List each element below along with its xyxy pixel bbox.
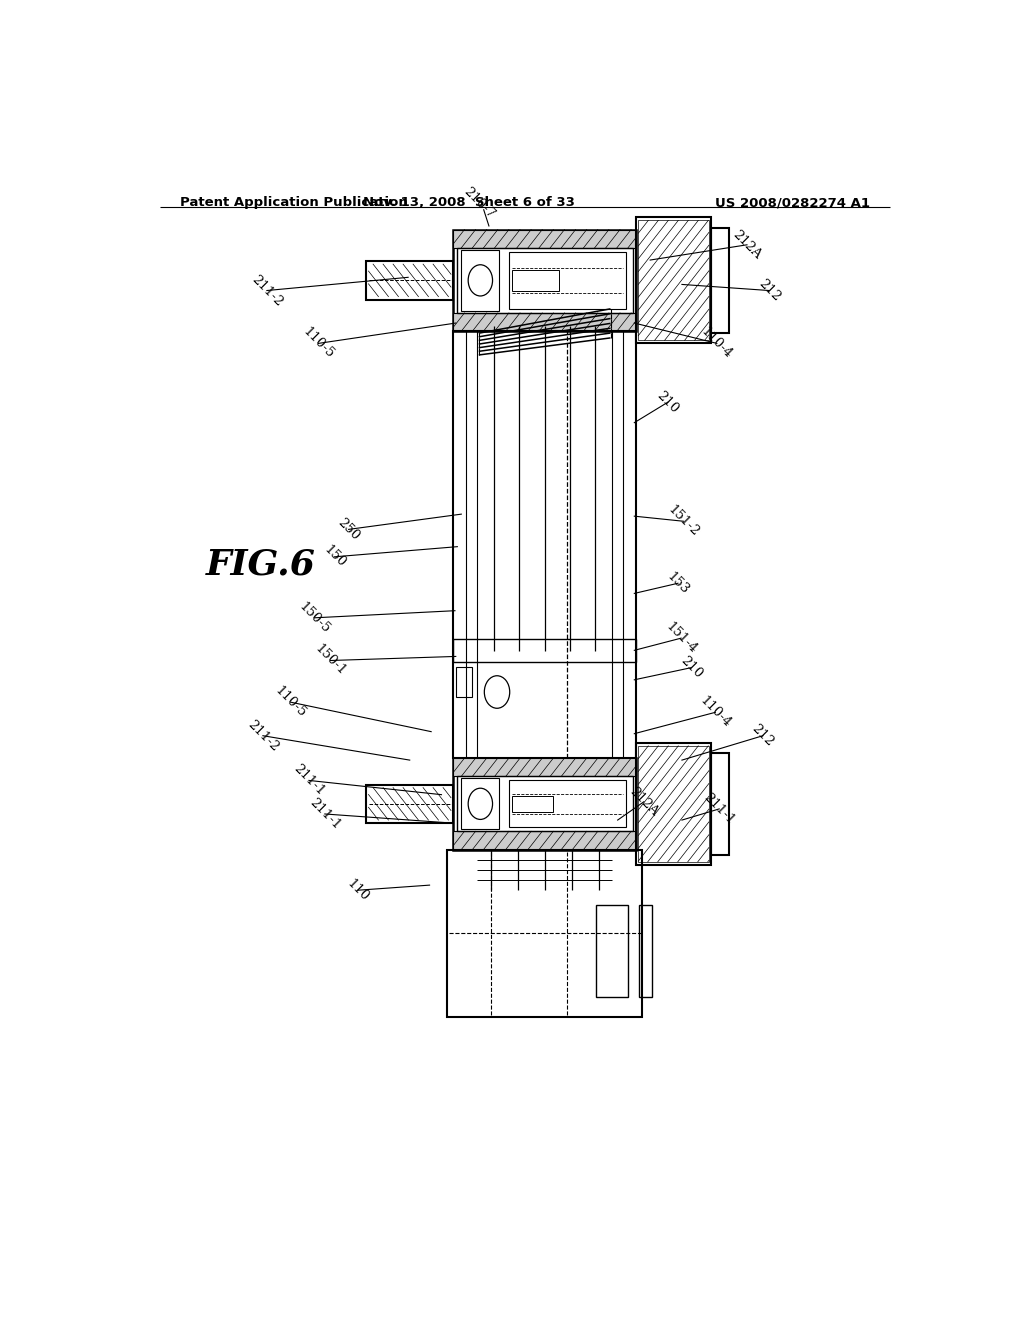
Text: 211-2: 211-2: [249, 272, 285, 309]
Bar: [509, 780, 627, 828]
Bar: [367, 261, 454, 300]
Bar: [454, 230, 636, 248]
Text: 150-5: 150-5: [296, 599, 333, 636]
Text: 150: 150: [321, 544, 348, 570]
Bar: [636, 218, 712, 343]
Bar: [454, 230, 636, 331]
Bar: [512, 796, 553, 812]
Bar: [712, 752, 729, 854]
Bar: [454, 313, 636, 331]
Text: 250: 250: [335, 516, 362, 543]
Bar: [454, 639, 636, 661]
Bar: [369, 788, 451, 820]
Bar: [712, 227, 729, 333]
Bar: [638, 746, 709, 862]
Text: 210: 210: [654, 389, 681, 416]
Bar: [457, 248, 633, 313]
Bar: [456, 667, 472, 697]
Bar: [454, 832, 636, 850]
Text: 210: 210: [678, 655, 705, 681]
Text: FIG.6: FIG.6: [206, 548, 315, 582]
Bar: [512, 271, 559, 290]
Bar: [638, 746, 709, 862]
Text: 153: 153: [665, 570, 691, 597]
Bar: [454, 758, 636, 850]
Text: 212: 212: [756, 277, 782, 304]
Text: 212: 212: [750, 722, 776, 750]
Text: 211-2: 211-2: [245, 718, 281, 754]
Bar: [367, 784, 454, 824]
Text: Nov. 13, 2008  Sheet 6 of 33: Nov. 13, 2008 Sheet 6 of 33: [364, 195, 575, 209]
Bar: [636, 743, 712, 865]
Bar: [638, 220, 709, 341]
Bar: [461, 779, 500, 829]
Text: 110-4: 110-4: [698, 325, 735, 362]
Bar: [596, 906, 628, 997]
Text: 110-5: 110-5: [272, 684, 309, 721]
Text: 212A: 212A: [730, 228, 764, 261]
Bar: [454, 832, 636, 850]
Bar: [509, 252, 627, 309]
Text: 211-1: 211-1: [307, 796, 343, 832]
Text: 211-1: 211-1: [291, 763, 327, 799]
Bar: [454, 758, 636, 776]
Bar: [638, 220, 709, 341]
Bar: [457, 776, 633, 832]
Text: 110-5: 110-5: [300, 325, 337, 362]
Text: US 2008/0282274 A1: US 2008/0282274 A1: [715, 195, 870, 209]
Bar: [454, 230, 636, 248]
Text: 151-2: 151-2: [666, 503, 701, 540]
Bar: [447, 850, 642, 1018]
Text: 151-4: 151-4: [664, 620, 699, 656]
Text: 212A: 212A: [627, 785, 660, 818]
Bar: [639, 906, 652, 997]
Bar: [454, 313, 636, 331]
Text: 211-1: 211-1: [701, 791, 737, 826]
Bar: [454, 758, 636, 776]
Text: 210-7: 210-7: [461, 185, 497, 222]
Text: 110-4: 110-4: [697, 694, 733, 730]
Text: Patent Application Publication: Patent Application Publication: [179, 195, 408, 209]
Bar: [454, 331, 636, 758]
Bar: [369, 264, 451, 297]
Bar: [461, 249, 500, 312]
Text: 150-1: 150-1: [312, 643, 348, 678]
Text: 110: 110: [345, 876, 372, 904]
